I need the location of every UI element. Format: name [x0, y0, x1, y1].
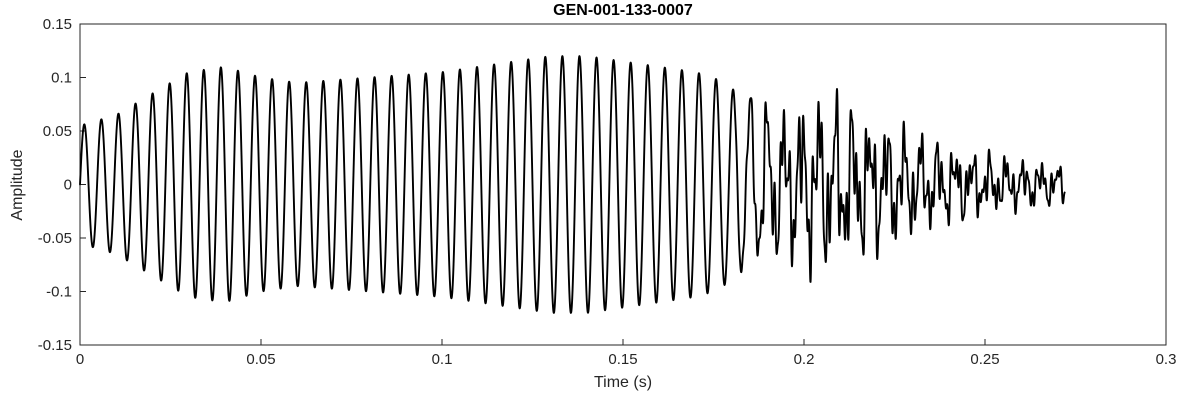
x-tick-label: 0.1	[432, 351, 453, 368]
signal-trace	[79, 55, 1066, 314]
x-tick-label: 0	[76, 351, 84, 368]
chart-title: GEN-001-133-0007	[553, 2, 693, 19]
x-axis-label: Time (s)	[593, 374, 653, 391]
x-tick-label: 0.2	[794, 351, 815, 368]
y-tick-label: 0	[64, 177, 72, 194]
y-tick-label: 0.15	[43, 16, 72, 33]
x-tick-label: 0.25	[970, 351, 999, 368]
x-tick-label: 0.15	[608, 351, 637, 368]
y-tick-label: -0.05	[38, 230, 72, 247]
y-tick-label: -0.1	[46, 284, 72, 301]
y-tick-label: -0.15	[38, 337, 72, 354]
y-tick-label: 0.1	[51, 70, 72, 87]
x-tick-label: 0.05	[246, 351, 275, 368]
x-tick-label: 0.3	[1156, 351, 1177, 368]
y-tick-label: 0.05	[43, 123, 72, 140]
